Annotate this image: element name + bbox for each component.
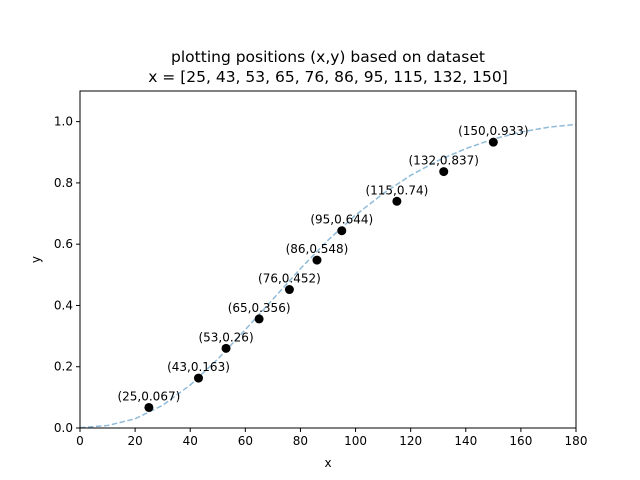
x-tick-label: 20 (127, 434, 142, 448)
x-tick-label: 140 (454, 434, 477, 448)
data-label: (76,0.452) (258, 272, 321, 286)
x-tick-label: 160 (509, 434, 532, 448)
y-tick-label: 0.6 (54, 237, 73, 251)
x-tick-label: 120 (399, 434, 422, 448)
data-label: (86,0.548) (286, 242, 349, 256)
y-tick-label: 1.0 (54, 115, 73, 129)
chart-title-line-1: plotting positions (x,y) based on datase… (171, 48, 485, 66)
x-tick-label: 180 (565, 434, 588, 448)
data-label: (53,0.26) (198, 330, 253, 344)
data-point (284, 285, 294, 295)
data-label: (43,0.163) (167, 360, 230, 374)
data-labels: (25,0.067) (43,0.163) (53,0.26) (65,0.356) (… (117, 124, 528, 403)
data-points (144, 137, 498, 412)
y-axis-label: y (29, 256, 43, 263)
x-tick-label: 60 (238, 434, 253, 448)
data-label: (132,0.837) (409, 154, 479, 168)
y-tick-label: 0.0 (54, 421, 73, 435)
data-point (193, 373, 203, 383)
plot-area: (25,0.067) (43,0.163) (53,0.26) (65,0.356) (… (79, 90, 577, 429)
data-label: (95,0.644) (310, 213, 373, 227)
data-point (221, 343, 231, 353)
x-tick-label: 0 (76, 434, 84, 448)
data-point (337, 226, 347, 236)
y-axis-ticks: 0.0 0.2 0.4 0.6 0.8 1.0 (54, 115, 80, 435)
x-tick-label: 80 (293, 434, 308, 448)
x-tick-label: 100 (344, 434, 367, 448)
x-tick-label: 40 (183, 434, 198, 448)
data-label: (115,0.74) (365, 183, 428, 197)
data-point (144, 402, 154, 412)
data-point (312, 255, 322, 265)
data-label: (65,0.356) (228, 301, 291, 315)
data-label: (25,0.067) (117, 389, 180, 403)
data-point (488, 137, 498, 147)
y-tick-label: 0.4 (54, 298, 73, 312)
plot-frame (79, 90, 577, 429)
data-point (254, 314, 264, 324)
chart-title-line-2: x = [25, 43, 53, 65, 76, 86, 95, 115, 13… (148, 68, 508, 86)
y-tick-label: 0.8 (54, 176, 73, 190)
data-label: (150,0.933) (458, 124, 528, 138)
y-tick-label: 0.2 (54, 360, 73, 374)
data-point (439, 167, 449, 177)
data-point (392, 196, 402, 206)
x-axis-ticks: 0 20 40 60 80 100 120 140 160 180 (76, 428, 587, 448)
x-axis-label: x (324, 456, 331, 470)
fitted-curve-line (79, 123, 577, 429)
